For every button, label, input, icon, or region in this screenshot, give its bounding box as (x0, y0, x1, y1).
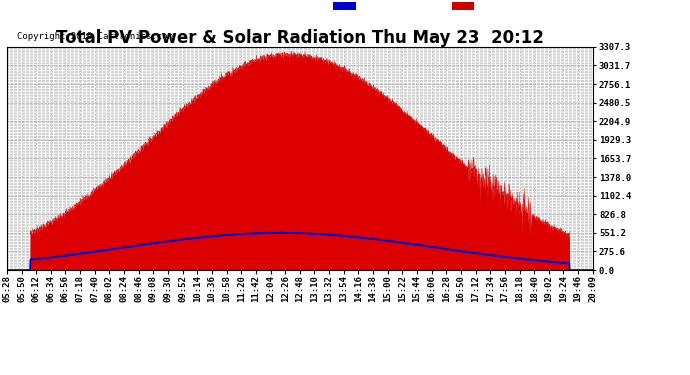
Text: Copyright 2019 Cartronics.com: Copyright 2019 Cartronics.com (17, 32, 173, 41)
Title: Total PV Power & Solar Radiation Thu May 23  20:12: Total PV Power & Solar Radiation Thu May… (56, 29, 544, 47)
Legend: Radiation  (W/m2), PV Panels  (DC Watts): Radiation (W/m2), PV Panels (DC Watts) (333, 2, 589, 11)
